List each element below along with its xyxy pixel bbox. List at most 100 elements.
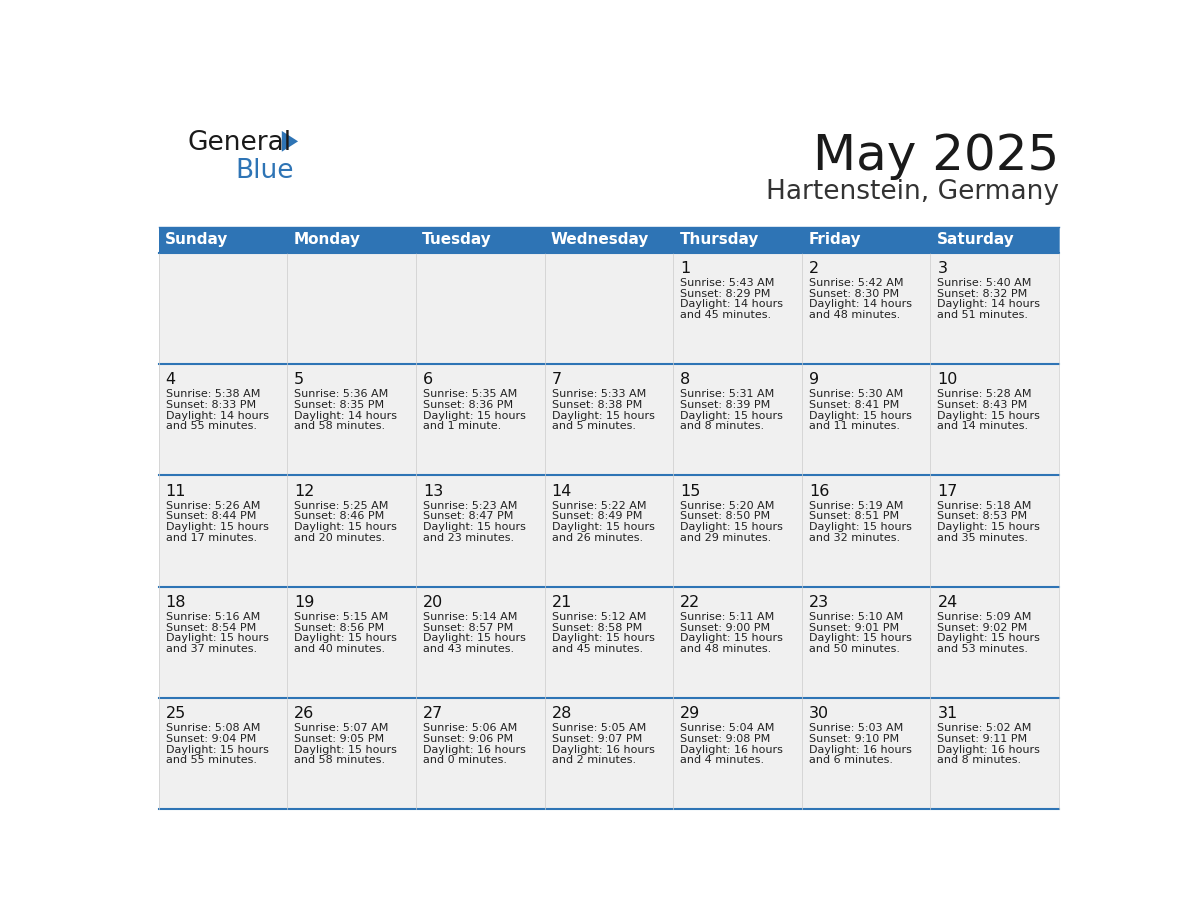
Text: 22: 22 xyxy=(681,595,701,610)
Bar xyxy=(802,364,930,476)
Text: Sunrise: 5:05 AM: Sunrise: 5:05 AM xyxy=(551,723,646,733)
Text: and 55 minutes.: and 55 minutes. xyxy=(165,421,257,431)
Text: 14: 14 xyxy=(551,484,571,498)
Bar xyxy=(674,227,802,252)
Text: Sunset: 8:54 PM: Sunset: 8:54 PM xyxy=(165,622,255,633)
Text: Sunset: 8:58 PM: Sunset: 8:58 PM xyxy=(551,622,642,633)
Text: and 37 minutes.: and 37 minutes. xyxy=(165,644,257,654)
Text: Sunset: 8:44 PM: Sunset: 8:44 PM xyxy=(165,511,255,521)
Text: 27: 27 xyxy=(423,707,443,722)
Text: Thursday: Thursday xyxy=(680,232,759,248)
Text: Sunrise: 5:28 AM: Sunrise: 5:28 AM xyxy=(937,389,1032,399)
Text: Sunset: 8:33 PM: Sunset: 8:33 PM xyxy=(165,400,255,409)
Text: Sunrise: 5:08 AM: Sunrise: 5:08 AM xyxy=(165,723,260,733)
Text: and 20 minutes.: and 20 minutes. xyxy=(295,532,385,543)
Bar xyxy=(930,587,1060,698)
Text: Sunset: 8:53 PM: Sunset: 8:53 PM xyxy=(937,511,1028,521)
Text: Friday: Friday xyxy=(808,232,861,248)
Text: Sunrise: 5:10 AM: Sunrise: 5:10 AM xyxy=(809,612,903,621)
Text: and 26 minutes.: and 26 minutes. xyxy=(551,532,643,543)
Text: Sunset: 8:41 PM: Sunset: 8:41 PM xyxy=(809,400,899,409)
Bar xyxy=(416,476,544,587)
Text: Sunrise: 5:22 AM: Sunrise: 5:22 AM xyxy=(551,500,646,510)
Bar xyxy=(287,476,416,587)
Text: 17: 17 xyxy=(937,484,958,498)
Bar xyxy=(544,587,674,698)
Text: Sunrise: 5:20 AM: Sunrise: 5:20 AM xyxy=(681,500,775,510)
Text: Daylight: 15 hours: Daylight: 15 hours xyxy=(681,410,783,420)
Text: Daylight: 15 hours: Daylight: 15 hours xyxy=(937,410,1041,420)
Text: Daylight: 15 hours: Daylight: 15 hours xyxy=(165,633,268,644)
Text: Daylight: 15 hours: Daylight: 15 hours xyxy=(937,522,1041,532)
Text: Sunrise: 5:19 AM: Sunrise: 5:19 AM xyxy=(809,500,903,510)
Text: 16: 16 xyxy=(809,484,829,498)
Bar xyxy=(287,227,416,252)
Text: General: General xyxy=(188,130,291,156)
Text: 25: 25 xyxy=(165,707,185,722)
Text: Sunrise: 5:26 AM: Sunrise: 5:26 AM xyxy=(165,500,260,510)
Text: Sunset: 8:35 PM: Sunset: 8:35 PM xyxy=(295,400,385,409)
Text: and 11 minutes.: and 11 minutes. xyxy=(809,421,899,431)
Bar xyxy=(930,227,1060,252)
Text: 10: 10 xyxy=(937,373,958,387)
Text: and 1 minute.: and 1 minute. xyxy=(423,421,501,431)
Text: 1: 1 xyxy=(681,261,690,276)
Text: 19: 19 xyxy=(295,595,315,610)
Text: Hartenstein, Germany: Hartenstein, Germany xyxy=(766,179,1060,206)
Text: Daylight: 15 hours: Daylight: 15 hours xyxy=(165,744,268,755)
Text: and 35 minutes.: and 35 minutes. xyxy=(937,532,1029,543)
Text: 9: 9 xyxy=(809,373,819,387)
Text: Daylight: 15 hours: Daylight: 15 hours xyxy=(295,633,397,644)
Text: Sunset: 8:57 PM: Sunset: 8:57 PM xyxy=(423,622,513,633)
Text: and 32 minutes.: and 32 minutes. xyxy=(809,532,901,543)
Text: Daylight: 15 hours: Daylight: 15 hours xyxy=(551,522,655,532)
Text: Sunrise: 5:11 AM: Sunrise: 5:11 AM xyxy=(681,612,775,621)
Text: 24: 24 xyxy=(937,595,958,610)
Text: Sunset: 8:49 PM: Sunset: 8:49 PM xyxy=(551,511,642,521)
Text: Daylight: 15 hours: Daylight: 15 hours xyxy=(295,522,397,532)
Text: Sunset: 9:02 PM: Sunset: 9:02 PM xyxy=(937,622,1028,633)
Bar xyxy=(674,587,802,698)
Text: 6: 6 xyxy=(423,373,432,387)
Text: Sunset: 8:36 PM: Sunset: 8:36 PM xyxy=(423,400,513,409)
Text: Daylight: 15 hours: Daylight: 15 hours xyxy=(937,633,1041,644)
Bar xyxy=(674,476,802,587)
Text: Sunrise: 5:18 AM: Sunrise: 5:18 AM xyxy=(937,500,1032,510)
Text: Daylight: 16 hours: Daylight: 16 hours xyxy=(551,744,655,755)
Text: 26: 26 xyxy=(295,707,315,722)
Text: 11: 11 xyxy=(165,484,187,498)
Text: Sunrise: 5:02 AM: Sunrise: 5:02 AM xyxy=(937,723,1032,733)
Text: Sunset: 9:04 PM: Sunset: 9:04 PM xyxy=(165,733,255,744)
Bar xyxy=(158,252,287,364)
Text: Sunrise: 5:38 AM: Sunrise: 5:38 AM xyxy=(165,389,260,399)
Text: and 43 minutes.: and 43 minutes. xyxy=(423,644,514,654)
Text: 5: 5 xyxy=(295,373,304,387)
Text: Sunset: 9:01 PM: Sunset: 9:01 PM xyxy=(809,622,899,633)
Text: and 8 minutes.: and 8 minutes. xyxy=(681,421,764,431)
Text: Saturday: Saturday xyxy=(937,232,1015,248)
Bar xyxy=(930,476,1060,587)
Text: 29: 29 xyxy=(681,707,701,722)
Text: and 0 minutes.: and 0 minutes. xyxy=(423,756,507,766)
Text: and 50 minutes.: and 50 minutes. xyxy=(809,644,899,654)
Text: Sunrise: 5:16 AM: Sunrise: 5:16 AM xyxy=(165,612,260,621)
Text: and 23 minutes.: and 23 minutes. xyxy=(423,532,514,543)
Bar xyxy=(544,364,674,476)
Text: Sunrise: 5:07 AM: Sunrise: 5:07 AM xyxy=(295,723,388,733)
Bar xyxy=(674,364,802,476)
Text: and 48 minutes.: and 48 minutes. xyxy=(809,310,901,319)
Text: and 4 minutes.: and 4 minutes. xyxy=(681,756,764,766)
Text: Daylight: 15 hours: Daylight: 15 hours xyxy=(295,744,397,755)
Bar xyxy=(802,587,930,698)
Text: Sunset: 9:07 PM: Sunset: 9:07 PM xyxy=(551,733,642,744)
Text: Sunrise: 5:40 AM: Sunrise: 5:40 AM xyxy=(937,278,1032,288)
Text: 21: 21 xyxy=(551,595,571,610)
Bar xyxy=(158,227,287,252)
Bar xyxy=(674,698,802,810)
Text: Sunrise: 5:14 AM: Sunrise: 5:14 AM xyxy=(423,612,517,621)
Text: and 55 minutes.: and 55 minutes. xyxy=(165,756,257,766)
Text: and 45 minutes.: and 45 minutes. xyxy=(551,644,643,654)
Text: Sunset: 8:51 PM: Sunset: 8:51 PM xyxy=(809,511,899,521)
Text: Daylight: 14 hours: Daylight: 14 hours xyxy=(165,410,268,420)
Bar xyxy=(158,587,287,698)
